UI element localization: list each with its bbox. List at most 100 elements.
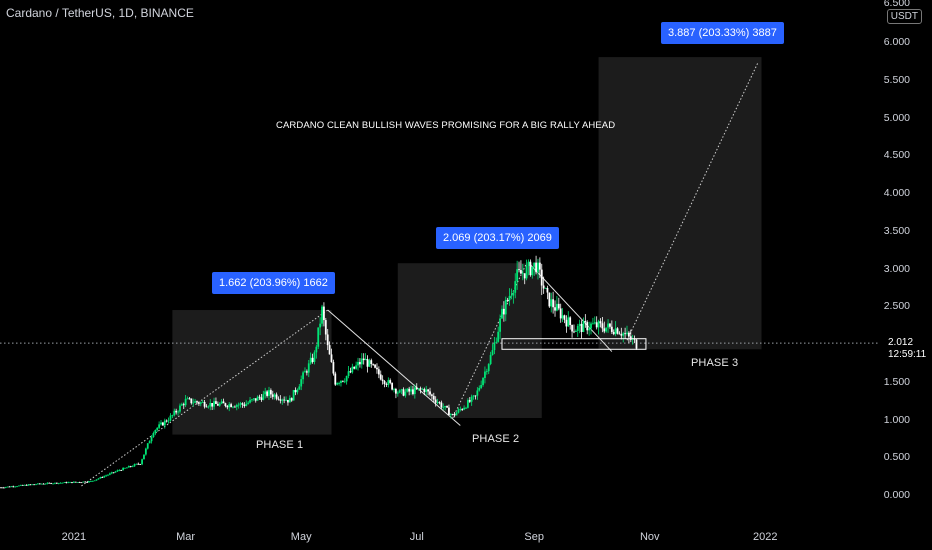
candle-body bbox=[440, 402, 443, 408]
candle-body bbox=[82, 481, 85, 483]
candle-body bbox=[99, 477, 102, 479]
candle-body bbox=[538, 262, 541, 270]
candle-body bbox=[273, 394, 276, 397]
candle-body bbox=[84, 481, 87, 483]
candle-body bbox=[372, 364, 375, 365]
candle-body bbox=[120, 470, 123, 471]
candle-body bbox=[521, 273, 524, 275]
candle-body bbox=[40, 483, 43, 485]
candle-body bbox=[457, 409, 460, 413]
candle-body bbox=[21, 484, 24, 486]
candle-body bbox=[413, 387, 416, 395]
candle-body bbox=[101, 477, 104, 478]
candle-body bbox=[419, 388, 422, 390]
candle-body bbox=[93, 480, 96, 482]
candle-body bbox=[544, 287, 547, 289]
currency-unit-button[interactable]: USDT bbox=[886, 9, 922, 24]
candle-body bbox=[482, 377, 484, 386]
candle-body bbox=[593, 322, 596, 324]
candle-body bbox=[256, 396, 259, 401]
candle-body bbox=[239, 403, 242, 405]
candle-body bbox=[90, 481, 92, 482]
candle-body bbox=[311, 357, 314, 362]
candle-body bbox=[86, 482, 89, 483]
candle-body bbox=[360, 358, 363, 365]
candle-body bbox=[150, 437, 153, 442]
candle-body bbox=[264, 391, 267, 395]
candle-body bbox=[199, 402, 202, 404]
candle-body bbox=[165, 420, 168, 422]
candle-body bbox=[80, 482, 83, 484]
measure-badge-phase1[interactable]: 1.662 (203.96%) 1662 bbox=[212, 272, 335, 294]
candle-body bbox=[588, 328, 591, 331]
candle-body bbox=[249, 399, 251, 403]
candle-body bbox=[23, 484, 26, 486]
measure-badge-phase3[interactable]: 3.887 (203.33%) 3887 bbox=[661, 22, 784, 44]
candle-body bbox=[535, 262, 537, 273]
candle-body bbox=[180, 404, 183, 406]
candle-body bbox=[349, 371, 352, 373]
measure-box-phase3 bbox=[598, 57, 762, 350]
candle-body bbox=[177, 411, 179, 413]
candle-body bbox=[243, 404, 246, 406]
candle-body bbox=[156, 427, 159, 431]
candle-body bbox=[230, 404, 233, 408]
candle-body bbox=[48, 482, 51, 484]
candle-body bbox=[412, 389, 414, 395]
candle-body bbox=[484, 371, 486, 378]
candle-body bbox=[580, 323, 583, 332]
candle-body bbox=[67, 482, 70, 484]
candle-body bbox=[294, 390, 297, 393]
candle-body bbox=[118, 470, 121, 471]
candle-body bbox=[586, 322, 589, 331]
candle-body bbox=[476, 390, 479, 396]
candle-body bbox=[629, 336, 632, 340]
candle-body bbox=[353, 366, 356, 369]
candle-body bbox=[224, 403, 227, 407]
candle-body bbox=[366, 359, 369, 367]
candle-body bbox=[497, 331, 500, 342]
candle-body bbox=[489, 355, 492, 365]
y-tick-label: 4.500 bbox=[883, 149, 910, 162]
candle-body bbox=[417, 388, 420, 390]
candle-body bbox=[556, 303, 558, 311]
candle-body bbox=[533, 262, 536, 267]
candle-body bbox=[154, 430, 157, 434]
wave-dotted-line-1 bbox=[81, 309, 328, 487]
measure-box-phase2 bbox=[397, 263, 542, 418]
candle-body bbox=[391, 382, 394, 390]
candle-body bbox=[548, 292, 551, 307]
candle-body bbox=[341, 380, 344, 382]
candle-body bbox=[57, 482, 60, 484]
candle-body bbox=[470, 396, 473, 402]
candle-body bbox=[493, 342, 496, 351]
candle-body bbox=[351, 366, 354, 373]
candle-body bbox=[220, 401, 223, 404]
candle-body bbox=[595, 322, 598, 328]
candle-body bbox=[167, 420, 170, 422]
candle-body bbox=[222, 401, 225, 404]
candle-body bbox=[609, 323, 611, 327]
measure-badge-phase2[interactable]: 2.069 (203.17%) 2069 bbox=[436, 227, 559, 249]
candle-body bbox=[432, 395, 435, 400]
candle-body bbox=[321, 306, 323, 324]
candle-body bbox=[631, 338, 634, 340]
overlay-marks bbox=[501, 338, 647, 350]
candle-body bbox=[561, 315, 564, 319]
candle-body bbox=[309, 357, 312, 364]
candle-body bbox=[296, 389, 299, 393]
candle-body bbox=[182, 404, 185, 406]
candle-body bbox=[516, 269, 519, 282]
candle-body bbox=[114, 471, 117, 473]
candle-body bbox=[10, 486, 13, 488]
candle-body bbox=[173, 410, 176, 416]
candle-body bbox=[279, 399, 282, 401]
candle-body bbox=[160, 422, 162, 425]
candle-body bbox=[304, 371, 306, 373]
candle-body bbox=[430, 394, 433, 396]
candle-body bbox=[518, 269, 520, 271]
candle-body bbox=[355, 365, 358, 369]
candle-body bbox=[18, 485, 20, 487]
candle-body bbox=[326, 334, 329, 346]
